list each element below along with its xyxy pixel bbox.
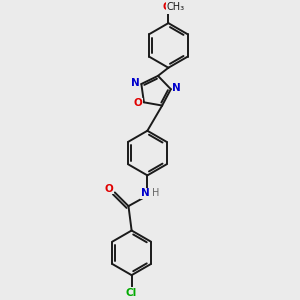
Text: Cl: Cl — [126, 288, 137, 298]
Text: O: O — [105, 184, 113, 194]
Text: N: N — [172, 83, 181, 93]
Text: O: O — [163, 2, 172, 12]
Text: N: N — [131, 78, 140, 88]
Text: N: N — [141, 188, 150, 198]
Text: O: O — [134, 98, 142, 108]
Text: H: H — [152, 188, 160, 198]
Text: CH₃: CH₃ — [167, 2, 185, 12]
